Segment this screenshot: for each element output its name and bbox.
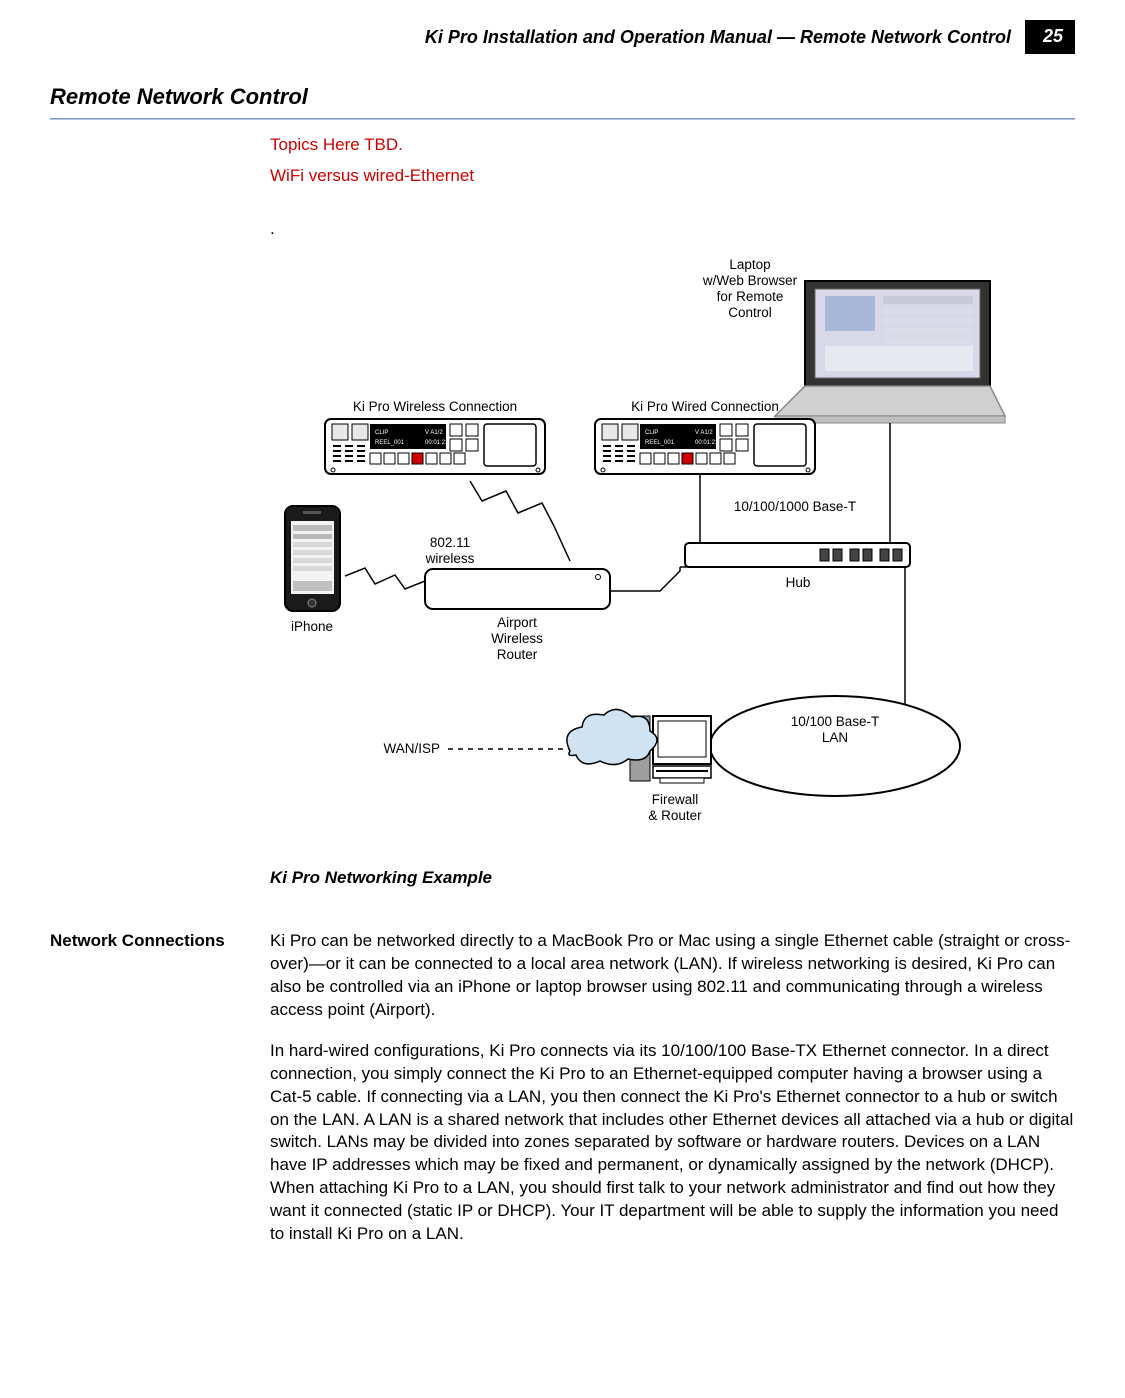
laptop-label-3: for Remote — [717, 289, 784, 304]
ki-pro-wireless-label: Ki Pro Wireless Connection — [353, 399, 517, 414]
tbd-line-1: Topics Here TBD. — [270, 134, 1075, 157]
svg-text:CLIP: CLIP — [375, 430, 388, 436]
wifi-label-2: wireless — [425, 551, 475, 566]
svg-text:REEL_001: REEL_001 — [375, 440, 405, 446]
paragraph-1: Ki Pro can be networked directly to a Ma… — [270, 930, 1075, 1022]
laptop-label-4: Control — [728, 305, 772, 320]
section-rule — [50, 118, 1075, 120]
wan-label: WAN/ISP — [383, 741, 440, 756]
manual-title: Ki Pro Installation and Operation Manual… — [425, 25, 1011, 49]
paragraph-2: In hard-wired configurations, Ki Pro con… — [270, 1040, 1075, 1246]
lan-ellipse — [710, 696, 960, 796]
hub-icon — [685, 543, 910, 567]
laptop-label-1: Laptop — [729, 257, 770, 272]
lan-label-2: LAN — [822, 730, 848, 745]
iphone-label: iPhone — [291, 619, 333, 634]
svg-text:V A1/2: V A1/2 — [425, 430, 443, 436]
firewall-label-1: Firewall — [652, 792, 699, 807]
svg-text:CLIP: CLIP — [645, 430, 658, 436]
ki-pro-wireless-device-icon: CLIPV A1/2 REEL_00100:01:21:15 — [325, 419, 545, 474]
wifi-signal-iphone — [345, 568, 425, 589]
laptop-label-2: w/Web Browser — [702, 273, 798, 288]
airport-label-2: Wireless — [491, 631, 543, 646]
laptop-icon — [775, 281, 1005, 423]
wifi-label-1: 802.11 — [430, 535, 470, 550]
period: . — [270, 218, 1075, 241]
page-number-box: 25 — [1025, 20, 1075, 54]
section-heading: Remote Network Control — [50, 82, 1075, 112]
svg-text:V A1/2: V A1/2 — [695, 430, 713, 436]
airport-icon — [425, 569, 610, 609]
cable-airport-hub — [610, 567, 680, 591]
svg-text:REEL_001: REEL_001 — [645, 440, 675, 446]
page-header: Ki Pro Installation and Operation Manual… — [50, 20, 1075, 54]
airport-label-3: Router — [497, 647, 538, 662]
side-heading-network-connections: Network Connections — [50, 930, 240, 1264]
figure-caption: Ki Pro Networking Example — [270, 867, 1075, 890]
cloud-icon — [567, 709, 657, 764]
hub-label: Hub — [786, 575, 811, 590]
ki-pro-wired-device-icon: CLIPV A1/2 REEL_00100:01:21:15 — [595, 419, 815, 474]
tbd-line-2: WiFi versus wired-Ethernet — [270, 165, 1075, 188]
lan-label-1: 10/100 Base-T — [791, 714, 880, 729]
body-text: Ki Pro can be networked directly to a Ma… — [270, 930, 1075, 1264]
iphone-icon — [285, 506, 340, 611]
network-diagram: Laptop w/Web Browser for Remote Control … — [270, 251, 1075, 847]
ki-pro-wired-label: Ki Pro Wired Connection — [631, 399, 779, 414]
ethernet-label: 10/100/1000 Base-T — [734, 499, 856, 514]
firewall-label-2: & Router — [648, 808, 702, 823]
wifi-signal-kipro — [470, 481, 554, 526]
airport-label-1: Airport — [497, 615, 537, 630]
